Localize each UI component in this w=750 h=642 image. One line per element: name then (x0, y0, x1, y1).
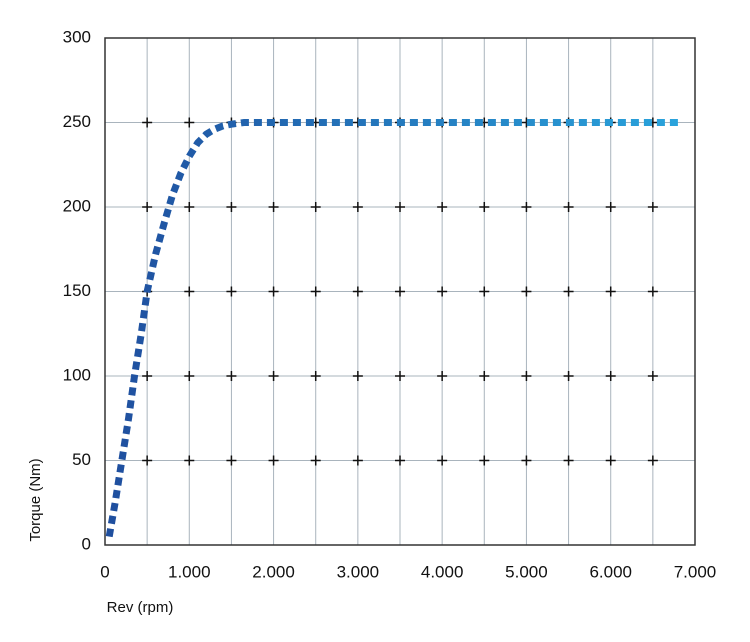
grid-marker (268, 371, 279, 381)
grid-marker (352, 371, 363, 381)
grid-marker (605, 286, 616, 297)
grid-marker (226, 286, 237, 297)
grid-marker (184, 286, 195, 297)
grid-marker (142, 117, 153, 128)
x-tick-label: 5.000 (505, 562, 548, 581)
grid-marker (310, 202, 321, 212)
grid-marker (437, 455, 448, 466)
grid-marker (437, 202, 448, 212)
grid-marker (563, 202, 574, 212)
grid-marker (142, 371, 153, 381)
y-tick-label: 200 (63, 196, 91, 215)
grid-marker (479, 202, 490, 212)
grid-marker (563, 286, 574, 297)
grid-marker (563, 371, 574, 381)
x-tick-label: 3.000 (337, 562, 380, 581)
grid-marker (184, 371, 195, 381)
grid-marker (521, 455, 532, 466)
y-tick-label: 0 (82, 534, 91, 553)
x-tick-label: 2.000 (252, 562, 295, 581)
grid-marker (226, 371, 237, 381)
plot-frame (104, 37, 696, 546)
grid-marker (395, 202, 405, 212)
grid-marker (310, 371, 321, 381)
grid-marker (521, 286, 532, 297)
grid-marker (184, 117, 195, 128)
grid-marker (395, 371, 405, 381)
grid-marker (479, 455, 490, 466)
grid-marker (310, 286, 321, 297)
x-tick-label: 1.000 (168, 562, 211, 581)
grid-marker (605, 202, 616, 212)
y-tick-label: 150 (63, 281, 91, 300)
grid-marker (437, 371, 448, 381)
grid-marker (647, 455, 658, 466)
grid-marker (268, 202, 279, 212)
x-tick-label: 6.000 (589, 562, 632, 581)
x-axis-title: Rev (rpm) (107, 599, 174, 616)
x-tick-label: 0 (100, 562, 109, 581)
y-tick-label: 300 (63, 27, 91, 46)
grid-marker (226, 455, 237, 466)
x-tick-label: 7.000 (674, 562, 717, 581)
y-tick-label: 50 (72, 450, 91, 469)
y-tick-label: 250 (63, 112, 91, 131)
y-tick-label: 100 (63, 365, 91, 384)
grid-marker (521, 202, 532, 212)
y-axis-title: Torque (Nm) (27, 458, 44, 541)
grid-marker (437, 286, 448, 297)
grid-marker (647, 286, 658, 297)
grid-marker (479, 286, 490, 297)
grid-marker (226, 202, 237, 212)
grid-marker (395, 286, 405, 297)
grid-marker (184, 202, 195, 212)
grid-marker (142, 455, 153, 466)
grid-marker (605, 371, 616, 381)
torque-line (105, 119, 679, 538)
grid-marker (647, 202, 658, 212)
grid-marker (142, 202, 153, 212)
grid-marker (563, 455, 574, 466)
grid-marker (352, 202, 363, 212)
grid-marker (479, 371, 490, 381)
grid-marker (310, 455, 321, 466)
x-tick-label: 4.000 (421, 562, 464, 581)
grid-marker (184, 455, 195, 466)
grid-marker (352, 455, 363, 466)
grid-marker (521, 371, 532, 381)
grid-marker (268, 455, 279, 466)
grid-marker (395, 455, 405, 466)
grid-marker (605, 455, 616, 466)
grid-marker (647, 371, 658, 381)
grid-marker (268, 286, 279, 297)
grid-marker (352, 286, 363, 297)
